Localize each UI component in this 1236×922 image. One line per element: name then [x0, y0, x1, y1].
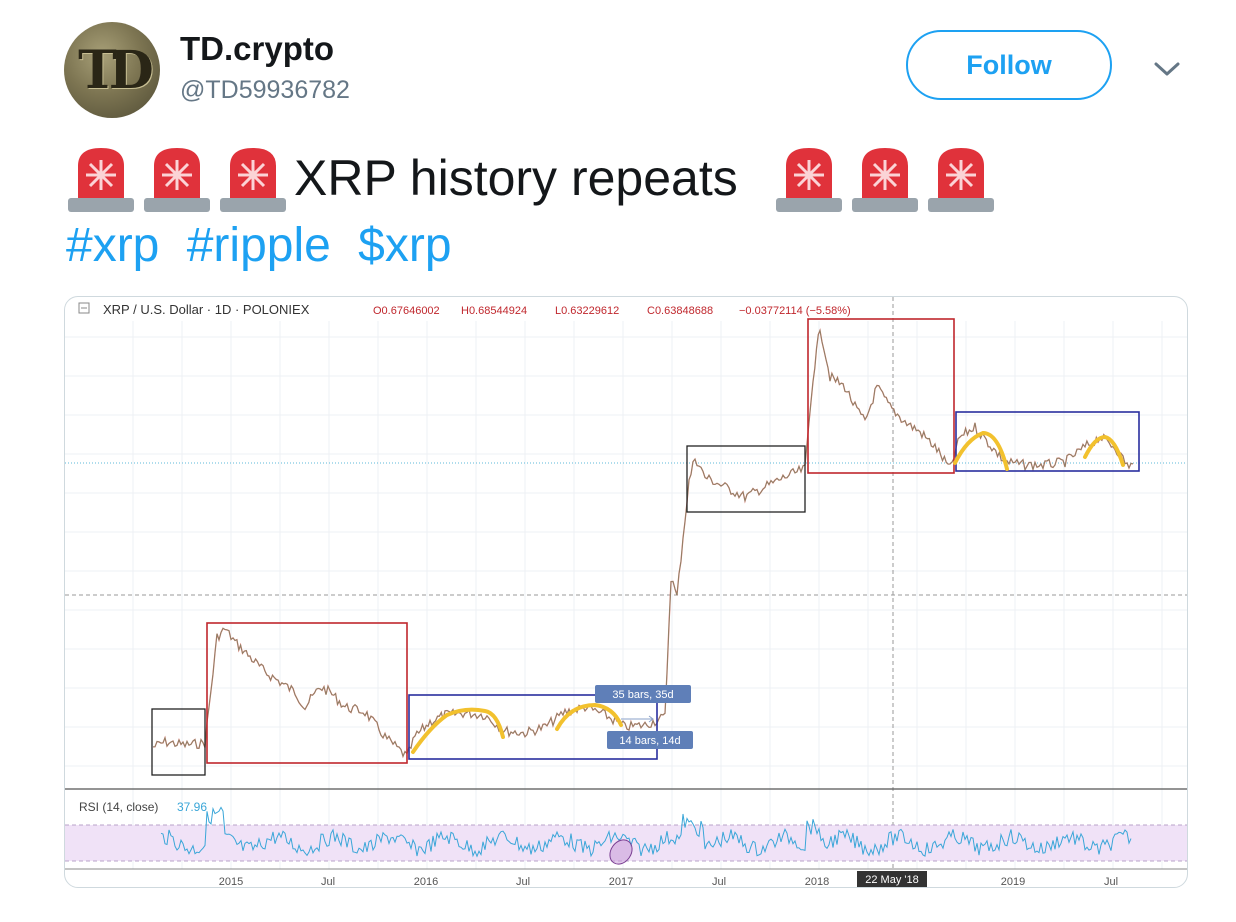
siren-icon: [927, 148, 994, 212]
measure-arrows: [621, 715, 654, 723]
ohlc-open: O0.67646002: [373, 305, 440, 317]
measure-label-35: 35 bars, 35d: [612, 689, 673, 701]
rsi-circle-annotation: [609, 839, 633, 865]
chart-image[interactable]: 35 bars, 35d 14 bars, 14d XRP / U.S. Dol…: [64, 296, 1188, 888]
pattern-box-red: [807, 318, 955, 474]
x-tick-label: Jul: [1104, 876, 1118, 887]
crosshair-date-box: [857, 871, 927, 887]
ohlc-close: C0.63848688: [647, 305, 713, 317]
pattern-box-black: [151, 708, 206, 776]
rsi-line: [160, 806, 1132, 858]
pattern-box-black: [686, 445, 806, 513]
hashtag-link[interactable]: #xrp: [66, 219, 160, 272]
rsi-label: RSI (14, close): [79, 800, 158, 814]
chevron-down-icon[interactable]: [1152, 58, 1182, 80]
hashtag-link[interactable]: #ripple: [186, 219, 331, 272]
measure-label-14: 14 bars, 14d: [619, 735, 680, 747]
siren-icon: [220, 148, 286, 212]
crosshair-date-label: 22 May '18: [865, 874, 918, 886]
follow-button[interactable]: Follow: [906, 30, 1112, 100]
siren-icon: [68, 148, 134, 212]
ohlc-change: −0.03772114 (−5.58%): [739, 305, 851, 317]
display-name[interactable]: TD.crypto: [180, 30, 335, 67]
user-handle[interactable]: @TD59936782: [180, 76, 350, 104]
x-tick-label: 2019: [1001, 876, 1025, 887]
cycle-arc: [953, 430, 1009, 471]
measure-label-box: [595, 685, 691, 703]
measure-label-box: [607, 731, 693, 749]
tweet-text-line: XRP history repeats: [66, 140, 1002, 216]
x-tick-label: Jul: [712, 876, 726, 887]
pattern-box-blue: [408, 694, 658, 760]
pattern-box-red: [206, 622, 408, 764]
x-axis-ticks: 2015 Jul 2016 Jul 2017 Jul 2018 22 May '…: [219, 871, 1118, 887]
x-tick-label: 2018: [805, 876, 829, 887]
ohlc-low: L0.63229612: [555, 305, 619, 317]
x-tick-label: Jul: [321, 876, 335, 887]
cycle-arc: [1083, 434, 1125, 467]
hashtags: #xrp #ripple $xrp: [66, 218, 466, 273]
x-tick-label: 2016: [414, 876, 438, 887]
ohlc-high: H0.68544924: [461, 305, 527, 317]
cycle-arc: [411, 707, 505, 754]
cycle-highlights: [411, 430, 1125, 754]
price-chart: 35 bars, 35d 14 bars, 14d XRP / U.S. Dol…: [65, 297, 1187, 887]
x-tick-label: Jul: [516, 876, 530, 887]
rsi-value: 37.96: [177, 800, 207, 814]
cycle-arc: [555, 702, 623, 731]
tweet-text: XRP history repeats: [294, 150, 738, 206]
avatar[interactable]: TD: [64, 22, 160, 118]
avatar-monogram: TD: [78, 39, 154, 101]
collapse-icon[interactable]: [78, 302, 90, 314]
siren-icon: [851, 148, 918, 212]
siren-icon: [144, 148, 210, 212]
x-tick-label: 2015: [219, 876, 243, 887]
pattern-box-blue: [955, 411, 1140, 472]
price-series-shadow: [152, 328, 1134, 758]
chart-symbol: XRP / U.S. Dollar · 1D · POLONIEX: [103, 302, 310, 317]
x-tick-label: 2017: [609, 876, 633, 887]
cashtag-link[interactable]: $xrp: [358, 219, 452, 272]
siren-icon: [775, 148, 842, 212]
chart-grid: [65, 321, 1187, 869]
